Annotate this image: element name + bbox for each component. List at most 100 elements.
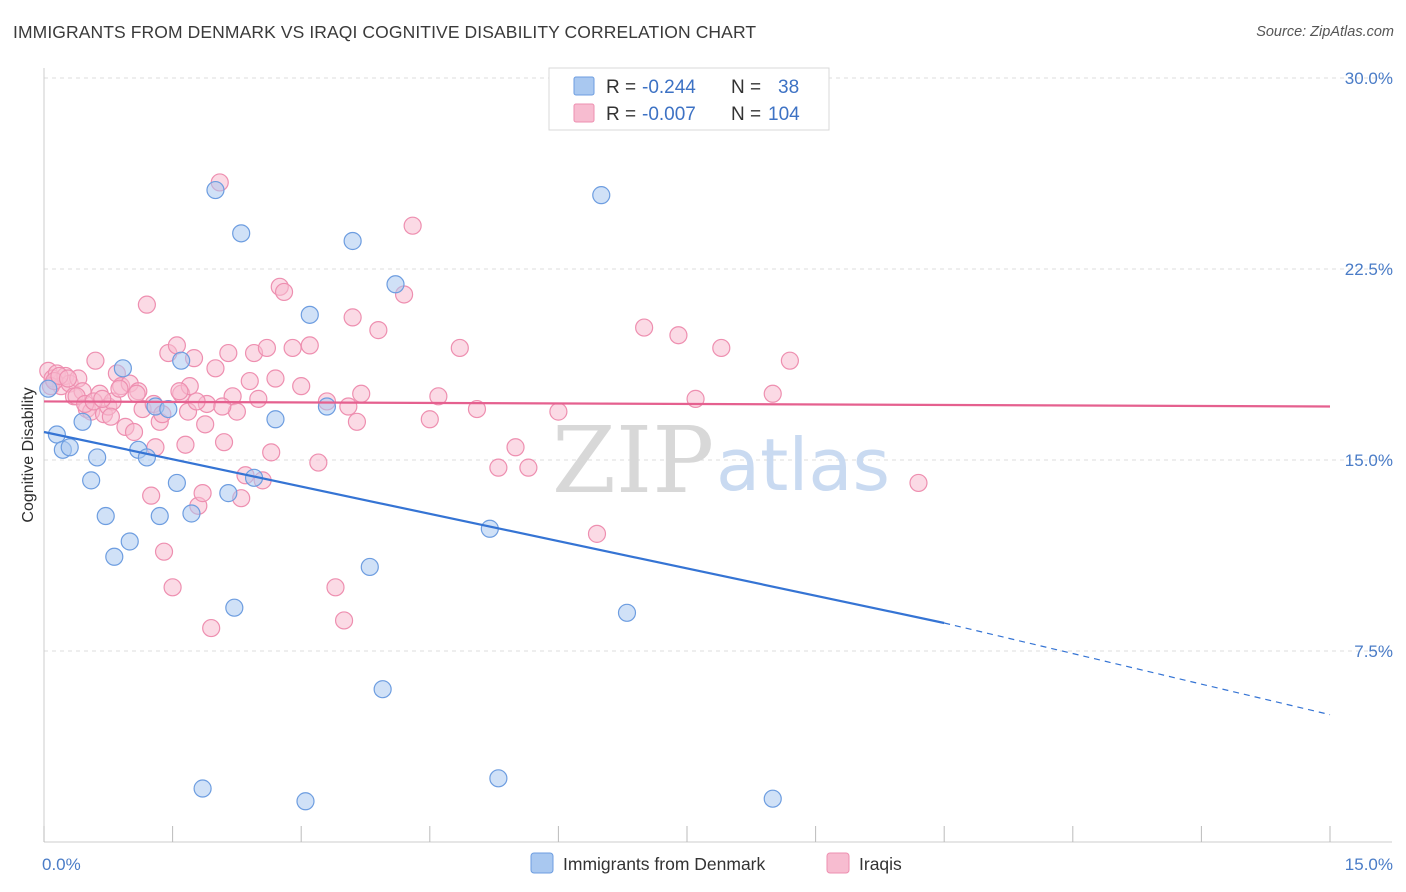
denmark-point-16 xyxy=(167,473,186,493)
iraqis-point-74 xyxy=(489,458,508,477)
denmark-point-5 xyxy=(82,471,101,490)
denmark-point-27 xyxy=(300,305,319,324)
denmark-point-18 xyxy=(182,504,201,523)
iraqis-point-65 xyxy=(347,412,367,431)
denmark-point-30 xyxy=(360,557,379,577)
legend-r-label-iraqis: R = xyxy=(606,104,636,125)
legend-n-label-iraqis: N = xyxy=(731,104,761,125)
legend-r-label-denmark: R = xyxy=(606,77,636,98)
legend-n-label-denmark: N = xyxy=(731,77,761,98)
stats-legend: R = -0.244 N = 38 R = -0.007 N = 104 xyxy=(548,67,830,131)
denmark-point-37 xyxy=(763,789,782,808)
iraqis-point-56 xyxy=(283,338,302,358)
denmark-point-15 xyxy=(159,399,178,419)
denmark-point-9 xyxy=(113,359,132,378)
iraqis-point-77 xyxy=(549,402,568,421)
iraqis-point-99 xyxy=(170,382,189,401)
legend-r-value-iraqis: -0.007 xyxy=(642,104,696,125)
iraqis-point-76 xyxy=(519,458,538,477)
iraqis-point-94 xyxy=(101,407,120,426)
iraqis-point-95 xyxy=(110,379,129,398)
iraqis-point-82 xyxy=(712,338,731,358)
series-legend: Immigrants from Denmark Iraqis xyxy=(530,852,902,874)
iraqis-point-72 xyxy=(450,338,469,358)
denmark-point-36 xyxy=(617,603,637,622)
iraqis-point-67 xyxy=(369,321,388,340)
source-credit: Source: ZipAtlas.com xyxy=(1256,24,1394,40)
iraqis-point-51 xyxy=(257,338,277,358)
denmark-point-26 xyxy=(296,792,315,811)
iraqis-point-42 xyxy=(219,343,238,363)
denmark-point-22 xyxy=(225,598,244,617)
legend-swatch-iraqis xyxy=(573,103,595,123)
iraqis-point-38 xyxy=(202,618,221,638)
iraqis-point-63 xyxy=(339,397,358,416)
denmark-point-3 xyxy=(60,438,79,457)
legend-swatch-denmark xyxy=(573,76,595,96)
iraqis-point-57 xyxy=(292,377,311,396)
x-tick-label-1: 15.0% xyxy=(1345,855,1393,874)
iraqis-point-32 xyxy=(176,435,195,454)
watermark: ZIP atlas xyxy=(552,407,890,514)
denmark-point-0 xyxy=(39,379,58,398)
denmark-point-31 xyxy=(373,680,392,699)
denmark-point-29 xyxy=(343,231,362,251)
iraqis-point-52 xyxy=(262,443,281,462)
stats-legend-box xyxy=(548,67,830,131)
x-tick-labels: 0.0% 15.0% xyxy=(42,855,1393,874)
iraqis-point-30 xyxy=(167,336,186,355)
iraqis-point-103 xyxy=(213,397,232,416)
iraqis-point-96 xyxy=(127,384,146,403)
denmark-point-21 xyxy=(219,484,238,503)
denmark-point-25 xyxy=(266,410,285,429)
iraqis-point-89 xyxy=(58,369,78,388)
chart-title: IMMIGRANTS FROM DENMARK VS IRAQI COGNITI… xyxy=(13,22,757,42)
y-tick-label-2: 22.5% xyxy=(1345,260,1393,279)
legend-n-value-iraqis: 104 xyxy=(768,104,800,125)
denmark-point-20 xyxy=(206,180,225,200)
denmark-point-28 xyxy=(317,397,337,416)
iraqis-point-39 xyxy=(206,359,225,378)
denmark-point-14 xyxy=(150,506,169,526)
y-axis-label: Cognitive Disability xyxy=(20,387,37,522)
denmark-point-19 xyxy=(193,779,212,798)
y-tick-label-3: 30.0% xyxy=(1345,69,1393,88)
iraqis-point-61 xyxy=(326,578,345,597)
y-tick-labels: 7.5% 15.0% 22.5% 30.0% xyxy=(1345,69,1393,661)
series-legend-swatch-iraqis xyxy=(826,852,850,874)
y-tick-label-0: 7.5% xyxy=(1354,642,1393,661)
iraqis-point-11 xyxy=(86,351,105,370)
denmark-trend-extension xyxy=(944,622,1331,716)
grid-lines xyxy=(44,77,1392,652)
iraqis-trend-line xyxy=(43,400,1331,408)
denmark-point-32 xyxy=(386,275,405,294)
trend-lines xyxy=(43,400,1331,716)
iraqis-point-75 xyxy=(506,438,525,457)
iraqis-point-80 xyxy=(669,326,688,345)
iraqis-point-79 xyxy=(635,318,654,337)
legend-n-value-denmark: 38 xyxy=(778,77,799,98)
watermark-atlas: atlas xyxy=(716,423,890,507)
iraqis-point-41 xyxy=(214,433,234,452)
denmark-point-34 xyxy=(489,769,508,788)
iraqis-point-62 xyxy=(334,611,354,630)
iraqis-point-23 xyxy=(137,295,156,314)
y-tick-label-1: 15.0% xyxy=(1345,451,1393,470)
denmark-point-35 xyxy=(592,186,611,205)
denmark-point-23 xyxy=(232,224,251,243)
denmark-point-7 xyxy=(96,506,115,526)
iraqis-point-53 xyxy=(266,369,285,388)
denmark-point-6 xyxy=(88,448,107,467)
series-legend-swatch-denmark xyxy=(530,852,554,874)
iraqis-point-36 xyxy=(193,484,212,503)
denmark-point-17 xyxy=(172,351,191,370)
iraqis-point-85 xyxy=(909,473,928,493)
iraqis-point-84 xyxy=(780,351,799,370)
iraqis-point-64 xyxy=(343,308,362,327)
iraqis-point-73 xyxy=(467,399,487,419)
iraqis-point-102 xyxy=(196,415,215,434)
iraqis-point-27 xyxy=(154,542,174,561)
series-legend-label-iraqis: Iraqis xyxy=(859,854,902,874)
x-tick-label-0: 0.0% xyxy=(42,855,81,874)
